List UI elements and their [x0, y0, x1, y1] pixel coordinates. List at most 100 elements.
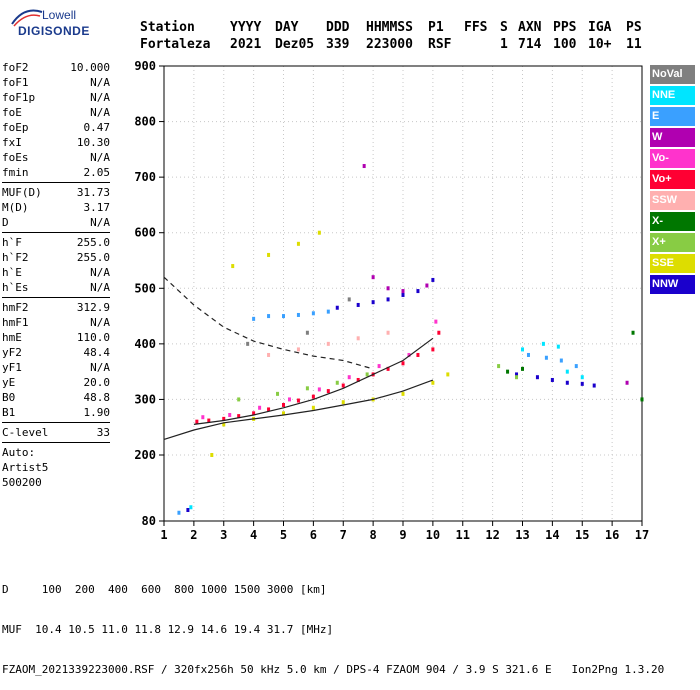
param-divider: [2, 442, 110, 443]
param-divider: [2, 297, 110, 298]
point-vo: [356, 377, 360, 382]
point-w: [401, 289, 405, 294]
x-tick-label: 10: [426, 528, 440, 542]
param-row: hmF2 312.9: [2, 300, 110, 315]
point-x: [515, 375, 519, 380]
param-name: hmF2: [2, 301, 29, 314]
point-sse: [401, 391, 405, 396]
point-vo: [201, 415, 205, 420]
point-nnw: [565, 380, 569, 385]
point-nne: [565, 369, 569, 374]
digisonde-logo: Lowell DIGISONDE: [4, 6, 114, 46]
point-vo: [377, 364, 381, 369]
point-vo: [296, 398, 300, 403]
point-nnw: [515, 372, 519, 377]
point-sse: [341, 400, 345, 405]
param-value: 48.8: [83, 391, 111, 404]
muf-row: MUF 10.4 10.5 11.0 11.8 12.9 14.6 19.4 3…: [2, 623, 334, 636]
param-row: h`Es N/A: [2, 280, 110, 295]
param-row: foE N/A: [2, 105, 110, 120]
point-vo: [258, 405, 262, 410]
y-tick-label: 700: [134, 170, 156, 184]
header-label-hhmmss: HHMMSS: [366, 20, 413, 35]
param-row: C-level 33: [2, 425, 110, 440]
point-sse: [222, 422, 226, 427]
legend-item-nnw: NNW: [650, 275, 695, 294]
param-divider: [2, 182, 110, 183]
point-vo: [282, 402, 285, 407]
point-vo: [416, 352, 420, 357]
point-sse: [317, 230, 321, 235]
param-value: 48.4: [83, 346, 111, 359]
point-nnw: [580, 381, 584, 386]
point-vo: [341, 383, 345, 388]
param-row: yF1 N/A: [2, 360, 110, 375]
param-row: yE 20.0: [2, 375, 110, 390]
param-name: C-level: [2, 426, 49, 439]
point-nnw: [371, 300, 375, 305]
param-row: yF2 48.4: [2, 345, 110, 360]
point-ssw: [326, 341, 330, 346]
header-label-ddd: DDD: [326, 20, 350, 35]
param-value: 3.17: [83, 201, 111, 214]
param-name: foEp: [2, 121, 29, 134]
param-name: foEs: [2, 151, 29, 164]
point-nnw: [535, 375, 539, 380]
header-label-axn: AXN: [518, 20, 542, 35]
logo-swoosh-icon: [11, 9, 43, 27]
header-label-p1: P1: [428, 20, 444, 35]
param-name: h`Es: [2, 281, 29, 294]
param-name: hmE: [2, 331, 22, 344]
point-sse: [311, 405, 315, 410]
x-tick-label: 16: [605, 528, 619, 542]
x-tick-label: 5: [280, 528, 287, 542]
param-value: N/A: [90, 361, 110, 374]
param-value: 1.90: [83, 406, 111, 419]
point-e: [559, 358, 563, 363]
legend-item-w: W: [650, 128, 695, 147]
param-value: N/A: [90, 76, 110, 89]
param-value: 10.30: [76, 136, 110, 149]
x-tick-label: 15: [575, 528, 589, 542]
point-vo: [401, 361, 405, 366]
param-name: foF1: [2, 76, 29, 89]
point-x: [237, 397, 241, 402]
header-label-day: DAY: [275, 20, 299, 35]
param-row: foEs N/A: [2, 150, 110, 165]
x-tick-label: 11: [456, 528, 470, 542]
param-value: 255.0: [76, 236, 110, 249]
point-e: [282, 314, 285, 319]
param-name: foF1p: [2, 91, 36, 104]
x-tick-label: 8: [370, 528, 377, 542]
point-e: [311, 311, 315, 316]
point-vo: [222, 416, 226, 421]
y-tick-label: 500: [134, 281, 156, 295]
legend-item-ssw: SSW: [650, 191, 695, 210]
header-label-s: S: [500, 20, 508, 35]
header-value-0: Fortaleza: [140, 37, 211, 52]
legend-item-x: X+: [650, 233, 695, 252]
header-value-3: 339: [326, 37, 350, 52]
param-value: N/A: [90, 281, 110, 294]
point-nnw: [356, 302, 360, 307]
param-value: N/A: [90, 316, 110, 329]
point-e: [526, 352, 530, 357]
legend-item-nne: NNE: [650, 86, 695, 105]
param-value: 2.05: [83, 166, 111, 179]
param-name: B1: [2, 406, 16, 419]
legend-item-noval: NoVal: [650, 65, 695, 84]
param-value: N/A: [90, 151, 110, 164]
point-sse: [210, 453, 214, 457]
profile-curve-solid: [193, 337, 434, 425]
param-name: h`E: [2, 266, 22, 279]
x-tick-label: 9: [399, 528, 406, 542]
point-w: [425, 283, 429, 288]
point-noval: [246, 341, 250, 346]
param-name: h`F2: [2, 251, 29, 264]
autoscale-info: 500200: [2, 476, 42, 489]
point-x: [640, 397, 644, 402]
distance-row: D 100 200 400 600 800 1000 1500 3000 [km…: [2, 583, 327, 596]
param-value: N/A: [90, 106, 110, 119]
x-tick-label: 4: [250, 528, 257, 542]
point-e: [544, 355, 548, 360]
